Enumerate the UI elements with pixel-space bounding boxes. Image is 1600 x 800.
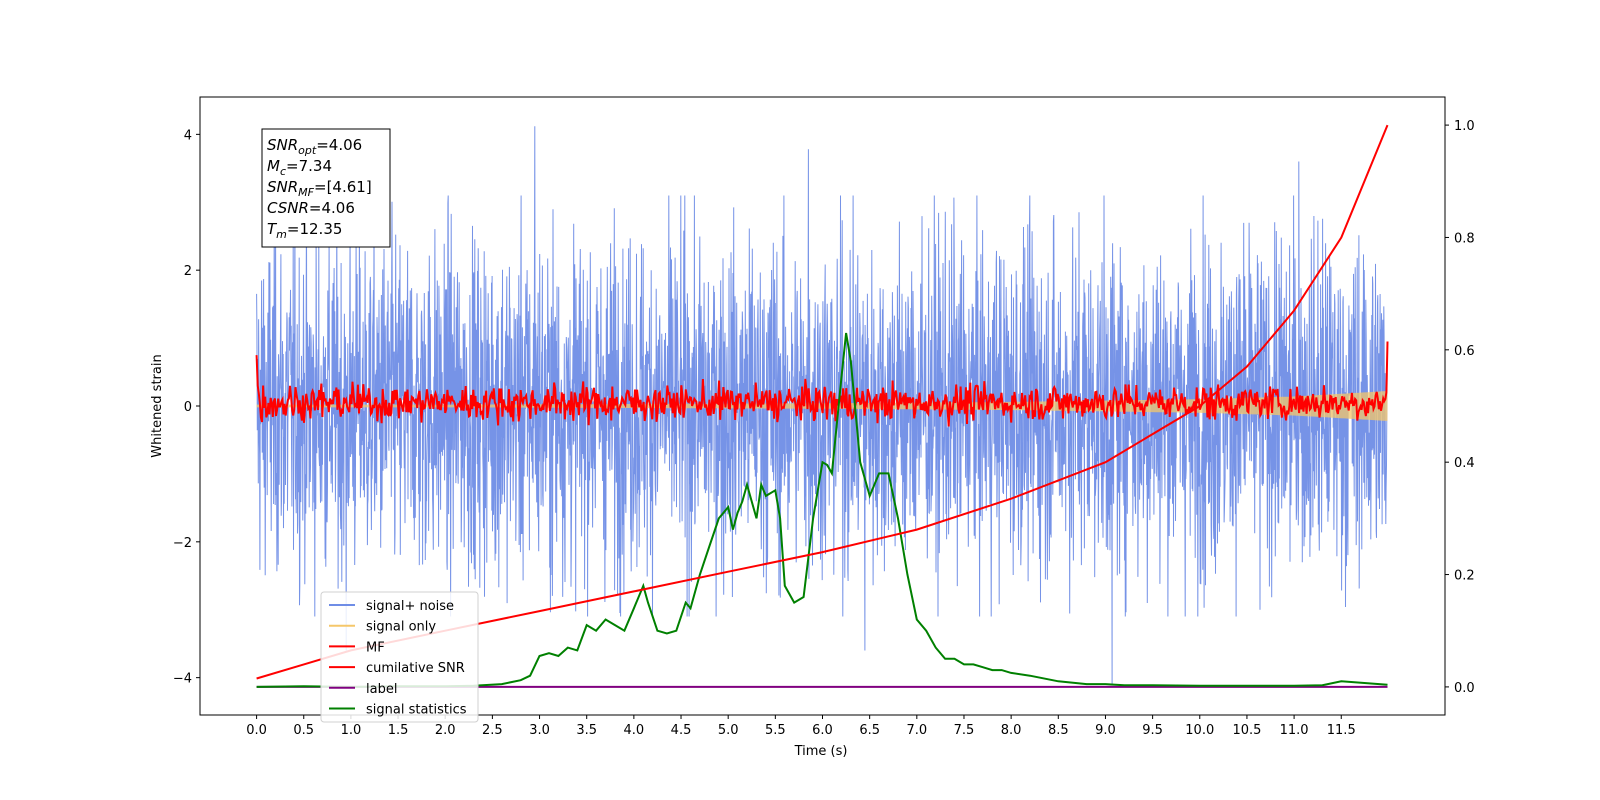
annotation-line: SNRopt=4.06 (267, 136, 362, 157)
x-axis-label: Time (s) (794, 744, 848, 759)
legend-label: label (366, 682, 397, 697)
y-right-tick-label: 0.8 (1454, 231, 1475, 246)
x-tick-label: 1.0 (341, 723, 362, 738)
x-tick-label: 1.5 (388, 723, 409, 738)
x-tick-label: 4.5 (671, 723, 692, 738)
y-left-tick-label: 4 (184, 128, 192, 143)
annotation-value: =12.35 (287, 220, 343, 238)
y-axis-label: Whitened strain (150, 354, 165, 457)
x-tick-label: 8.5 (1048, 723, 1069, 738)
x-tick-label: 0.5 (293, 723, 314, 738)
legend-label: signal statistics (366, 703, 467, 718)
legend-label: signal only (366, 620, 436, 635)
y-left-tick-label: −4 (173, 672, 192, 687)
x-tick-label: 9.0 (1095, 723, 1116, 738)
x-tick-label: 11.5 (1327, 723, 1356, 738)
y-left-tick-label: −2 (173, 536, 192, 551)
annotation-line: Mc=7.34 (267, 157, 332, 178)
annotation-line: CSNR=4.06 (267, 199, 355, 217)
annotation-symbol: M (267, 157, 280, 175)
x-tick-label: 4.0 (624, 723, 645, 738)
x-tick-label: 0.0 (246, 723, 267, 738)
series-mf (255, 341, 1389, 427)
annotation-line: Tm=12.35 (267, 220, 342, 241)
legend-label: signal+ noise (366, 599, 454, 614)
annotation-value: =4.06 (309, 199, 355, 217)
x-tick-label: 10.0 (1185, 723, 1214, 738)
y-left-tick-label: 2 (184, 264, 192, 279)
x-tick-label: 9.5 (1142, 723, 1163, 738)
y-axis-right: 1.0 0.8 0.6 0.4 0.2 0.0 (1445, 119, 1475, 696)
x-tick-label: 11.0 (1280, 723, 1309, 738)
x-tick-label: 6.5 (859, 723, 880, 738)
series-signal-statistics (256, 332, 1388, 688)
y-axis-left: 4 2 0 −2 −4 (173, 128, 200, 687)
annotation-subscript: c (280, 165, 286, 178)
annotation-subscript: opt (298, 144, 317, 157)
annotation-symbol: T (267, 220, 278, 238)
legend: signal+ noise signal only MF cumilative SNR… (320, 591, 479, 723)
series-signal-noise (256, 126, 1388, 685)
x-tick-label: 5.0 (718, 723, 739, 738)
y-right-tick-label: 0.6 (1454, 344, 1475, 359)
annotation-subscript: MF (298, 186, 314, 199)
x-tick-label: 7.0 (906, 723, 927, 738)
legend-label: cumilative SNR (366, 661, 465, 676)
x-tick-label: 10.5 (1232, 723, 1261, 738)
x-tick-label: 2.5 (482, 723, 503, 738)
annotation-value: =[4.61] (314, 178, 372, 196)
x-tick-label: 8.0 (1001, 723, 1022, 738)
x-tick-label: 3.0 (529, 723, 550, 738)
annotation-value: =7.34 (286, 157, 332, 175)
annotation-symbol: SNR (267, 136, 298, 154)
x-tick-label: 5.5 (765, 723, 786, 738)
annotation-symbol: SNR (267, 178, 298, 196)
annotation-symbol: CSNR (267, 199, 309, 217)
y-right-tick-label: 0.2 (1454, 569, 1475, 584)
annotation-value: =4.06 (316, 136, 362, 154)
legend-label: MF (366, 640, 385, 655)
annotation-subscript: m (276, 228, 287, 241)
y-left-tick-label: 0 (184, 400, 192, 415)
x-axis: 0.0 0.5 1.0 1.5 2.0 2.5 3.0 3.5 4.0 4.5 5.0 5.5 6.0 6… (246, 715, 1356, 738)
x-tick-label: 7.5 (954, 723, 975, 738)
annotation-line: SNRMF=[4.61] (267, 178, 372, 199)
annotation-box: SNRopt=4.06Mc=7.34SNRMF=[4.61]CSNR=4.06T… (261, 128, 391, 248)
x-tick-label: 2.0 (435, 723, 456, 738)
x-tick-label: 3.5 (576, 723, 597, 738)
y-right-tick-label: 0.0 (1454, 681, 1475, 696)
y-right-tick-label: 1.0 (1454, 119, 1475, 134)
x-tick-label: 6.0 (812, 723, 833, 738)
y-right-tick-label: 0.4 (1454, 456, 1475, 471)
